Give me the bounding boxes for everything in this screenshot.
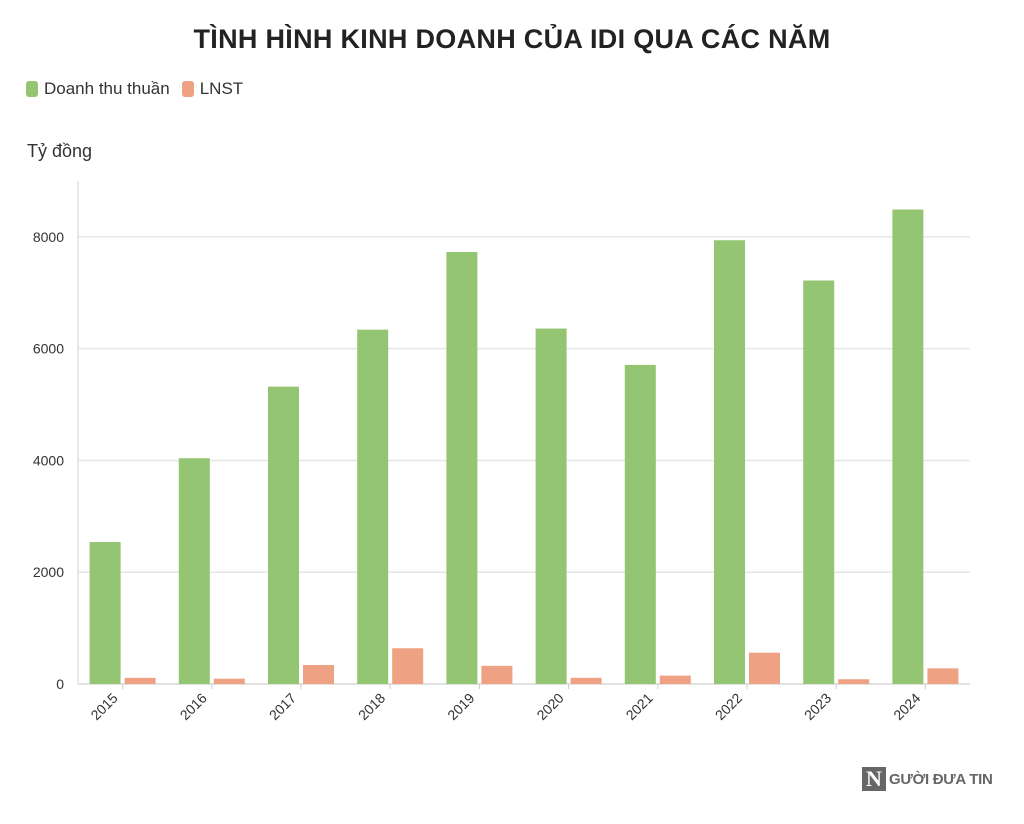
legend-label-profit: LNST [199, 79, 244, 98]
brand-name: GƯỜI ĐƯA TIN [889, 770, 993, 788]
bar-profit [927, 668, 959, 684]
y-tick-label: 6000 [33, 341, 64, 357]
brand-logo-letter: N [862, 767, 886, 791]
bar-revenue [89, 542, 121, 684]
x-tick-label: 2021 [623, 690, 656, 723]
bar-revenue [446, 251, 478, 684]
bar-profit [838, 679, 870, 684]
bar-profit [570, 677, 602, 684]
bar-profit [124, 677, 156, 684]
y-tick-label: 8000 [33, 229, 64, 245]
x-tick-label: 2024 [890, 690, 923, 723]
x-tick-label: 2016 [177, 690, 210, 723]
x-tick-label: 2017 [266, 690, 299, 723]
bar-profit [213, 678, 245, 684]
x-tick-label: 2019 [444, 690, 477, 723]
x-tick-label: 2020 [533, 690, 566, 723]
legend-item-revenue[interactable]: Doanh thu thuần [26, 79, 170, 99]
x-tick-label: 2023 [801, 690, 834, 723]
bar-revenue [803, 280, 835, 684]
legend: Doanh thu thuần LNST [26, 79, 243, 99]
bar-revenue [624, 364, 656, 684]
bar-revenue [268, 386, 299, 684]
y-axis-unit-label: Tỷ đồng [27, 141, 93, 161]
brand-logo: N GƯỜI ĐƯA TIN [862, 767, 993, 791]
bar-revenue [535, 328, 567, 684]
bar-revenue [892, 209, 924, 684]
bar-profit [481, 665, 513, 684]
legend-item-profit[interactable]: LNST [181, 79, 244, 99]
legend-label-revenue: Doanh thu thuần [44, 79, 170, 98]
chart-title: TÌNH HÌNH KINH DOANH CỦA IDI QUA CÁC NĂM [193, 24, 831, 54]
bar-revenue [178, 458, 210, 684]
x-tick-label: 2015 [87, 690, 120, 723]
y-tick-label: 0 [56, 676, 64, 692]
bar-profit [303, 664, 334, 684]
bar-profit [392, 648, 424, 684]
bar-chart: 0 2000 4000 6000 8000 2015 2016 2017 2018 2019 202… [33, 181, 970, 723]
x-tick-label: 2022 [712, 690, 745, 723]
legend-swatch-profit [181, 81, 194, 97]
x-tick-label: 2018 [355, 690, 388, 723]
legend-swatch-revenue [26, 81, 38, 97]
bar-revenue [714, 240, 745, 684]
y-tick-label: 4000 [33, 452, 64, 468]
bar-profit [749, 652, 780, 684]
y-tick-label: 2000 [33, 564, 64, 580]
bar-revenue [357, 329, 389, 684]
bar-profit [659, 675, 691, 684]
